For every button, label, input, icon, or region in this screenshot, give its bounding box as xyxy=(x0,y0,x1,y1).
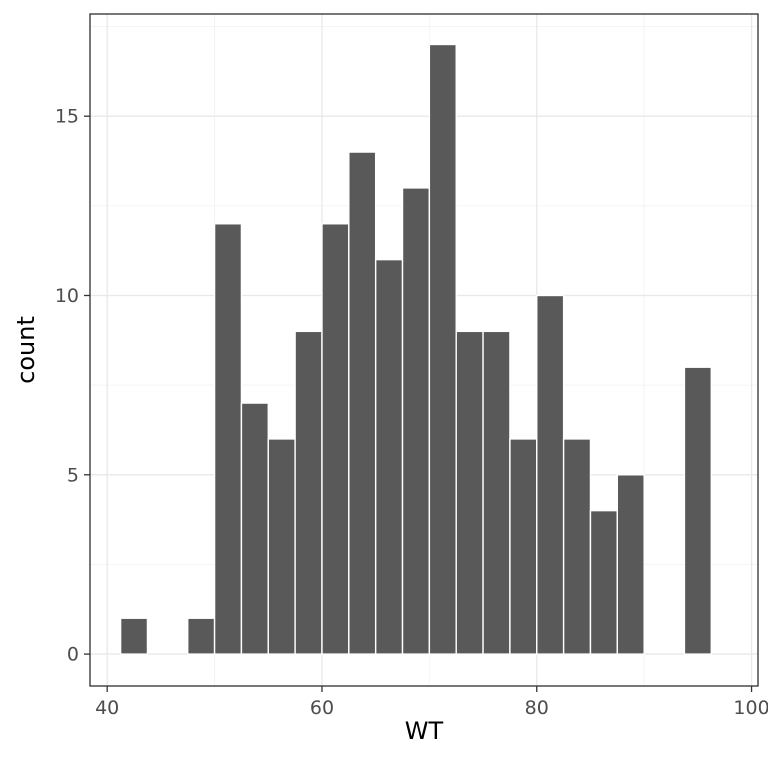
histogram-bar xyxy=(213,223,243,655)
x-tick-label: 60 xyxy=(310,697,334,719)
histogram-bar xyxy=(455,330,484,655)
histogram-bar xyxy=(616,474,645,655)
histogram-bar xyxy=(240,402,269,655)
x-tick-label: 40 xyxy=(95,697,119,719)
histogram-bar xyxy=(536,294,565,655)
y-axis-title: count xyxy=(12,316,40,384)
histogram-bar xyxy=(428,43,457,655)
histogram-bar xyxy=(187,617,216,655)
histogram-bar xyxy=(482,330,511,655)
histogram-bar xyxy=(119,617,149,655)
histogram-bar xyxy=(267,438,296,655)
panel-border xyxy=(89,13,759,687)
histogram-bar xyxy=(374,258,404,655)
x-tick-label: 100 xyxy=(733,697,768,719)
histogram-bar xyxy=(401,187,431,655)
histogram-bar xyxy=(348,151,377,655)
histogram-bar xyxy=(589,509,619,655)
y-tick-label: 0 xyxy=(67,644,79,666)
histogram-bar xyxy=(294,330,323,655)
x-tick-label: 80 xyxy=(525,697,549,719)
histogram-bar xyxy=(321,223,350,655)
histogram-bar xyxy=(562,438,592,655)
x-axis-title: WT xyxy=(404,717,444,745)
histogram-bar xyxy=(509,438,538,655)
y-tick-label: 5 xyxy=(67,464,79,486)
y-tick-label: 15 xyxy=(55,106,79,128)
histogram-bar xyxy=(683,366,712,655)
y-tick-label: 10 xyxy=(55,285,79,307)
